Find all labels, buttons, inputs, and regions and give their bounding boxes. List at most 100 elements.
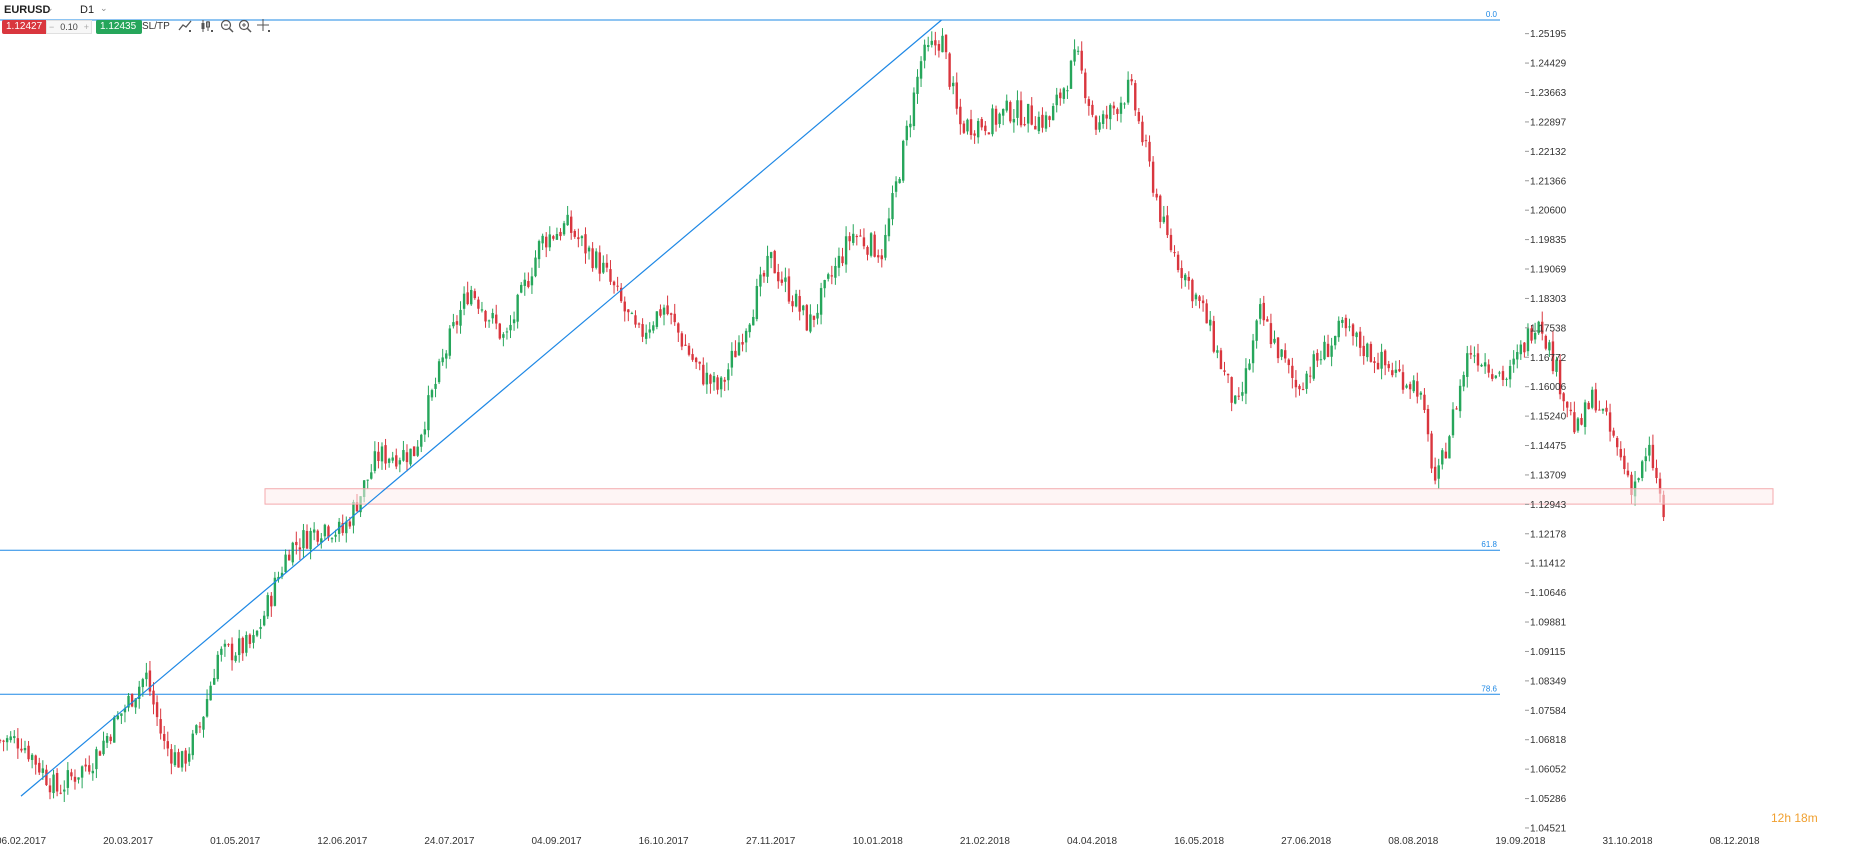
candle-body — [1366, 343, 1369, 358]
crosshair-icon[interactable] — [257, 19, 271, 33]
candle-body — [1433, 466, 1437, 481]
candle-body — [623, 301, 626, 312]
candle-body — [752, 316, 755, 326]
candle-body — [295, 541, 298, 546]
candle-body — [1576, 418, 1580, 431]
candle-body — [816, 312, 819, 319]
candle-body — [784, 277, 787, 282]
candle-body — [1094, 116, 1098, 130]
buy-button[interactable]: 1.12435 — [96, 20, 142, 34]
y-tick-label: 1.18303 — [1530, 294, 1567, 305]
chevron-down-icon[interactable]: ⌄ — [46, 3, 54, 13]
candle-body — [163, 734, 166, 741]
candle-body — [495, 314, 498, 324]
candle-body — [1558, 359, 1562, 395]
candle-body — [437, 361, 441, 383]
candle-body — [1098, 122, 1101, 130]
candle-body — [1523, 342, 1526, 353]
candle-body — [1059, 92, 1062, 99]
zoom-in-icon[interactable] — [238, 19, 252, 33]
chevron-down-icon[interactable]: ⌄ — [100, 3, 108, 13]
candle-body — [562, 223, 566, 235]
candle-body — [612, 281, 616, 286]
candle-body — [1544, 335, 1548, 349]
candle-body — [220, 648, 223, 655]
zoom-out-icon[interactable] — [220, 19, 234, 33]
candle-body — [1209, 319, 1212, 326]
candle-body — [1637, 478, 1640, 481]
candle-body — [716, 377, 719, 390]
candle-body — [298, 547, 302, 550]
candle-body — [566, 214, 569, 226]
candle-body — [1169, 234, 1173, 251]
candles-icon[interactable] — [200, 19, 214, 33]
candle-body — [48, 785, 52, 793]
line-chart-icon[interactable] — [178, 19, 192, 33]
y-tick-label: 1.25195 — [1530, 29, 1567, 40]
candle-body — [305, 530, 309, 549]
candle-body — [1073, 49, 1076, 62]
candle-body — [1591, 389, 1594, 408]
candle-body — [1619, 448, 1622, 458]
candle-body — [1594, 389, 1597, 411]
candle-body — [852, 233, 855, 243]
sltp-button[interactable]: SL/TP — [142, 21, 170, 32]
y-tick-label: 1.12943 — [1530, 500, 1567, 511]
candle-body — [1441, 450, 1444, 465]
candle-body — [1116, 109, 1119, 114]
candle-body — [794, 293, 798, 307]
candle-body — [1387, 364, 1390, 369]
candle-body — [1623, 455, 1626, 470]
candle-body — [195, 725, 198, 734]
candle-body — [1369, 343, 1373, 362]
timeframe-selector[interactable]: D1 — [80, 4, 95, 16]
candle-body — [1051, 106, 1055, 121]
candle-body — [1426, 408, 1430, 435]
candle-body — [262, 615, 266, 626]
y-tick-label: 1.08349 — [1530, 676, 1567, 687]
y-tick-label: 1.14475 — [1530, 441, 1567, 452]
candle-body — [1084, 72, 1087, 99]
candle-body — [1483, 362, 1487, 367]
candle-body — [873, 234, 876, 257]
y-tick-label: 1.10646 — [1530, 588, 1567, 599]
x-tick-label: 08.12.2018 — [1710, 836, 1760, 847]
candle-body — [1587, 402, 1590, 410]
candle-body — [919, 61, 923, 79]
candle-body — [644, 332, 648, 339]
candle-body — [177, 752, 180, 768]
candle-body — [862, 237, 866, 247]
candle-body — [266, 595, 269, 617]
candle-body — [1451, 409, 1455, 436]
plus-icon[interactable]: + — [83, 22, 89, 32]
minus-icon[interactable]: − — [49, 22, 55, 32]
candle-body — [855, 236, 858, 238]
candle-body — [59, 792, 62, 794]
y-tick-label: 1.07584 — [1530, 706, 1567, 717]
candle-body — [1516, 352, 1519, 360]
candle-body — [1598, 409, 1601, 411]
candle-body — [1176, 254, 1180, 270]
candle-body — [1583, 402, 1587, 427]
candle-body — [330, 538, 334, 540]
candle-body — [1080, 50, 1083, 71]
x-tick-label: 04.09.2017 — [531, 836, 581, 847]
candle-body — [138, 686, 141, 699]
x-tick-label: 01.05.2017 — [210, 836, 260, 847]
candle-body — [52, 774, 55, 794]
candle-body — [1326, 343, 1330, 357]
volume-stepper[interactable]: − 0.10 + — [46, 20, 92, 34]
symbol-selector[interactable]: EURUSD — [4, 4, 51, 16]
candle-body — [719, 377, 723, 390]
candle-body — [616, 285, 619, 287]
candle-body — [702, 364, 705, 385]
candle-body — [1301, 389, 1305, 391]
candle-body — [1469, 353, 1473, 355]
candle-body — [152, 690, 155, 705]
sell-button[interactable]: 1.12427 — [2, 20, 48, 34]
candle-body — [1212, 321, 1215, 352]
candle-body — [1344, 317, 1348, 329]
volume-value[interactable]: 0.10 — [60, 22, 78, 32]
candle-body — [1476, 353, 1480, 366]
